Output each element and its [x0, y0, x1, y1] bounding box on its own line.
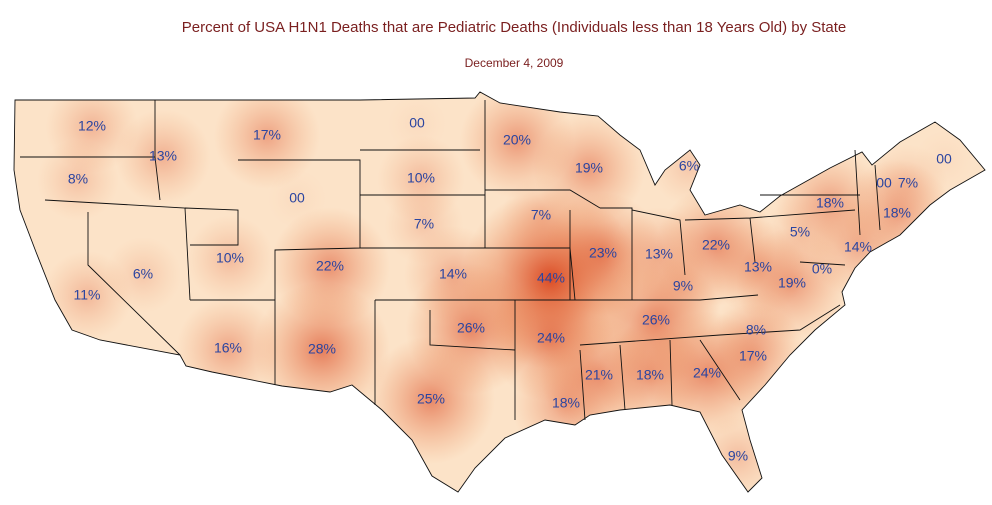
- heat-blob: [253, 281, 391, 419]
- state-label: 00: [876, 175, 892, 191]
- state-label: 8%: [746, 322, 766, 338]
- heat-blob: [104, 236, 182, 314]
- state-label: 18%: [636, 367, 664, 383]
- state-label: 14%: [844, 239, 872, 255]
- state-label: 8%: [68, 171, 88, 187]
- state-labels: 12% 8% 11% 6% 13% 17% 00 10% 16% 22% 28% 00 10% 7% 14%…: [68, 115, 952, 464]
- state-label: 9%: [673, 278, 693, 294]
- state-label: 00: [936, 151, 952, 167]
- state-label: 00: [289, 190, 305, 206]
- subtitle: December 4, 2009: [465, 56, 564, 70]
- state-label: 00: [409, 115, 425, 131]
- heat-blob: [792, 240, 852, 300]
- state-label: 20%: [503, 132, 531, 148]
- state-label: 7%: [531, 207, 551, 223]
- state-label: 28%: [308, 341, 336, 357]
- state-label: 18%: [552, 395, 580, 411]
- state-label: 13%: [149, 148, 177, 164]
- state-label: 12%: [78, 118, 106, 134]
- state-label: 19%: [575, 160, 603, 176]
- state-label: 7%: [898, 175, 918, 191]
- state-label: 11%: [74, 287, 101, 303]
- state-label: 23%: [589, 245, 617, 261]
- state-label: 16%: [214, 340, 242, 356]
- state-label: 0%: [812, 261, 832, 277]
- state-label: 22%: [316, 258, 344, 274]
- state-label: 6%: [679, 158, 699, 174]
- state-label: 13%: [744, 259, 772, 275]
- state-label: 25%: [417, 391, 445, 407]
- state-label: 24%: [537, 330, 565, 346]
- heat-layer: [37, 92, 974, 492]
- state-label: 24%: [693, 365, 721, 381]
- state-label: 13%: [645, 246, 673, 262]
- state-label: 14%: [439, 266, 467, 282]
- state-label: 9%: [728, 448, 748, 464]
- state-label: 17%: [253, 127, 281, 143]
- state-label: 5%: [790, 224, 810, 240]
- state-borders: [13, 91, 986, 493]
- state-label: 22%: [702, 237, 730, 253]
- state-label: 10%: [216, 250, 244, 266]
- state-label: 19%: [778, 275, 806, 291]
- heat-blob: [213, 92, 321, 190]
- state-label: 7%: [414, 216, 434, 232]
- state-label: 18%: [883, 205, 911, 221]
- state-label: 18%: [816, 195, 844, 211]
- state-label: 44%: [537, 270, 565, 286]
- heat-blob: [115, 109, 211, 205]
- title: Percent of USA H1N1 Deaths that are Pedi…: [182, 19, 847, 36]
- state-label: 26%: [642, 312, 670, 328]
- state-label: 17%: [739, 348, 767, 364]
- heat-blob: [186, 215, 274, 303]
- state-label: 26%: [457, 320, 485, 336]
- state-label: 10%: [407, 170, 435, 186]
- state-label: 6%: [133, 266, 153, 282]
- state-label: 21%: [585, 367, 613, 383]
